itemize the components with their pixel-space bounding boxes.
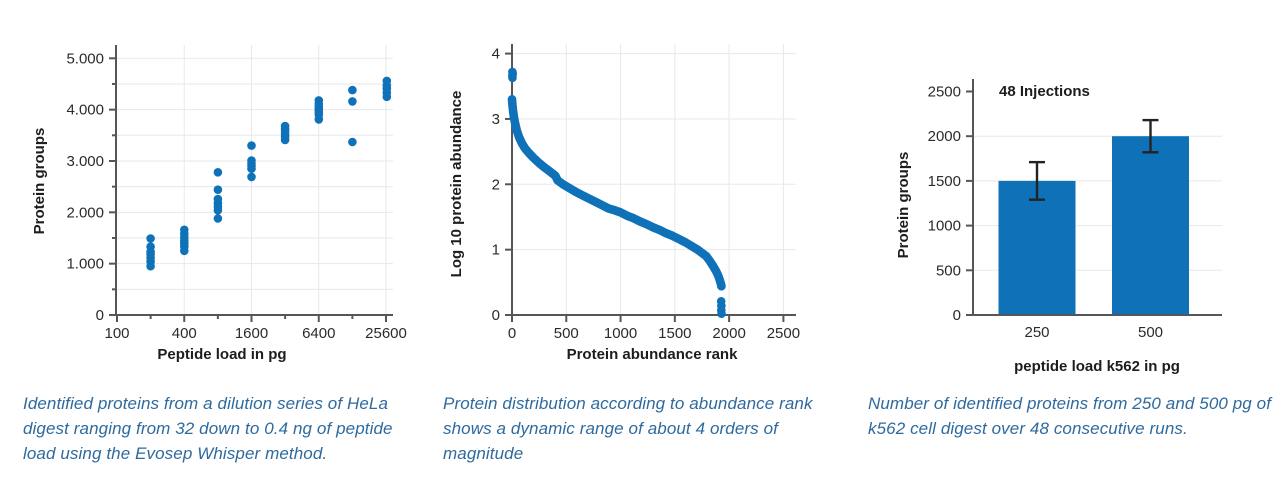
y-axis-title: Log 10 protein abundance xyxy=(448,91,465,278)
y-tick-label: 1000 xyxy=(928,218,961,235)
caption-hela-dilution: Identified proteins from a dilution seri… xyxy=(23,394,393,463)
y-tick-label: 2.000 xyxy=(66,204,104,221)
y-tick-label: 4.000 xyxy=(66,102,104,119)
x-tick-label: 6400 xyxy=(302,325,335,342)
caption-abundance-rank: Protein distribution according to abunda… xyxy=(443,394,813,463)
data-point xyxy=(213,168,223,177)
x-tick-label: 1600 xyxy=(235,325,268,342)
caption-k562-runs: Number of identified proteins from 250 a… xyxy=(868,394,1272,438)
y-tick-label: 4 xyxy=(492,46,500,63)
error-bar-250 xyxy=(1029,160,1045,201)
x-tick-label: 1500 xyxy=(658,325,691,342)
bar-500 xyxy=(1112,136,1189,315)
annotation-48-injections: 48 Injections xyxy=(999,83,1090,100)
abundance-curve xyxy=(507,95,726,291)
y-tick-label: 2 xyxy=(492,176,500,193)
y-tick-label: 1.000 xyxy=(66,256,104,273)
data-point xyxy=(508,73,517,83)
data-point xyxy=(213,185,223,194)
x-category-label: 500 xyxy=(1138,324,1163,341)
data-point xyxy=(348,137,357,147)
data-point xyxy=(180,246,189,256)
data-point xyxy=(247,141,256,150)
y-tick-label: 2500 xyxy=(928,84,961,101)
y-tick-label: 1500 xyxy=(928,173,961,190)
x-tick-label: 25600 xyxy=(365,325,407,342)
y-axis-title: Protein groups xyxy=(31,128,48,235)
x-tick-label: 100 xyxy=(104,325,129,342)
chart-hela-dilution-scatter: 0 1.000 2.000 3.000 4.000 5.000 100 400 1600 6400… xyxy=(31,45,407,363)
outlier-points xyxy=(508,67,726,319)
y-axis-title: Protein groups xyxy=(895,152,912,259)
x-tick-label: 1000 xyxy=(604,325,637,342)
y-tick-label: 0 xyxy=(953,307,961,324)
x-tick-label: 400 xyxy=(172,325,197,342)
gridlines xyxy=(116,45,393,315)
x-axis-title: Peptide load in pg xyxy=(157,346,286,363)
data-point xyxy=(314,115,324,124)
data-point xyxy=(247,164,256,173)
data-point xyxy=(247,172,256,182)
y-tick-label: 2000 xyxy=(928,128,961,145)
data-point xyxy=(213,206,223,215)
x-category-label: 250 xyxy=(1024,324,1049,341)
data-point xyxy=(382,92,392,102)
data-point xyxy=(348,85,357,95)
x-tick-label: 2000 xyxy=(712,325,745,342)
data-point xyxy=(717,309,726,319)
x-tick-label: 500 xyxy=(554,325,579,342)
x-tick-label: 2500 xyxy=(767,325,800,342)
data-point xyxy=(348,97,357,106)
y-tick-label: 0 xyxy=(492,307,500,324)
chart-abundance-rank-scatter: 0 1 2 3 4 0 500 1000 1500 2000 2500 Protein abundan… xyxy=(448,44,800,363)
bars xyxy=(998,118,1189,315)
x-axis-title: peptide load k562 in pg xyxy=(1014,358,1180,375)
data-point xyxy=(717,281,726,291)
scatter-points xyxy=(146,76,392,271)
y-tick-label: 3.000 xyxy=(66,153,104,170)
data-point xyxy=(280,135,290,145)
x-tick-label: 0 xyxy=(508,325,516,342)
y-tick-label: 3 xyxy=(492,111,500,128)
bar-250 xyxy=(998,180,1076,315)
x-axis-title: Protein abundance rank xyxy=(567,346,739,363)
data-point xyxy=(146,261,155,271)
y-tick-label: 1 xyxy=(492,242,500,259)
y-tick-label: 0 xyxy=(96,307,104,324)
data-point xyxy=(213,214,223,223)
data-point xyxy=(146,234,155,243)
error-bar-500 xyxy=(1142,118,1159,154)
y-tick-label: 5.000 xyxy=(66,50,104,67)
chart-k562-bars: 0 500 1000 1500 2000 2500 250 500 48 Injections p… xyxy=(895,79,1222,375)
y-tick-label: 500 xyxy=(936,262,961,279)
